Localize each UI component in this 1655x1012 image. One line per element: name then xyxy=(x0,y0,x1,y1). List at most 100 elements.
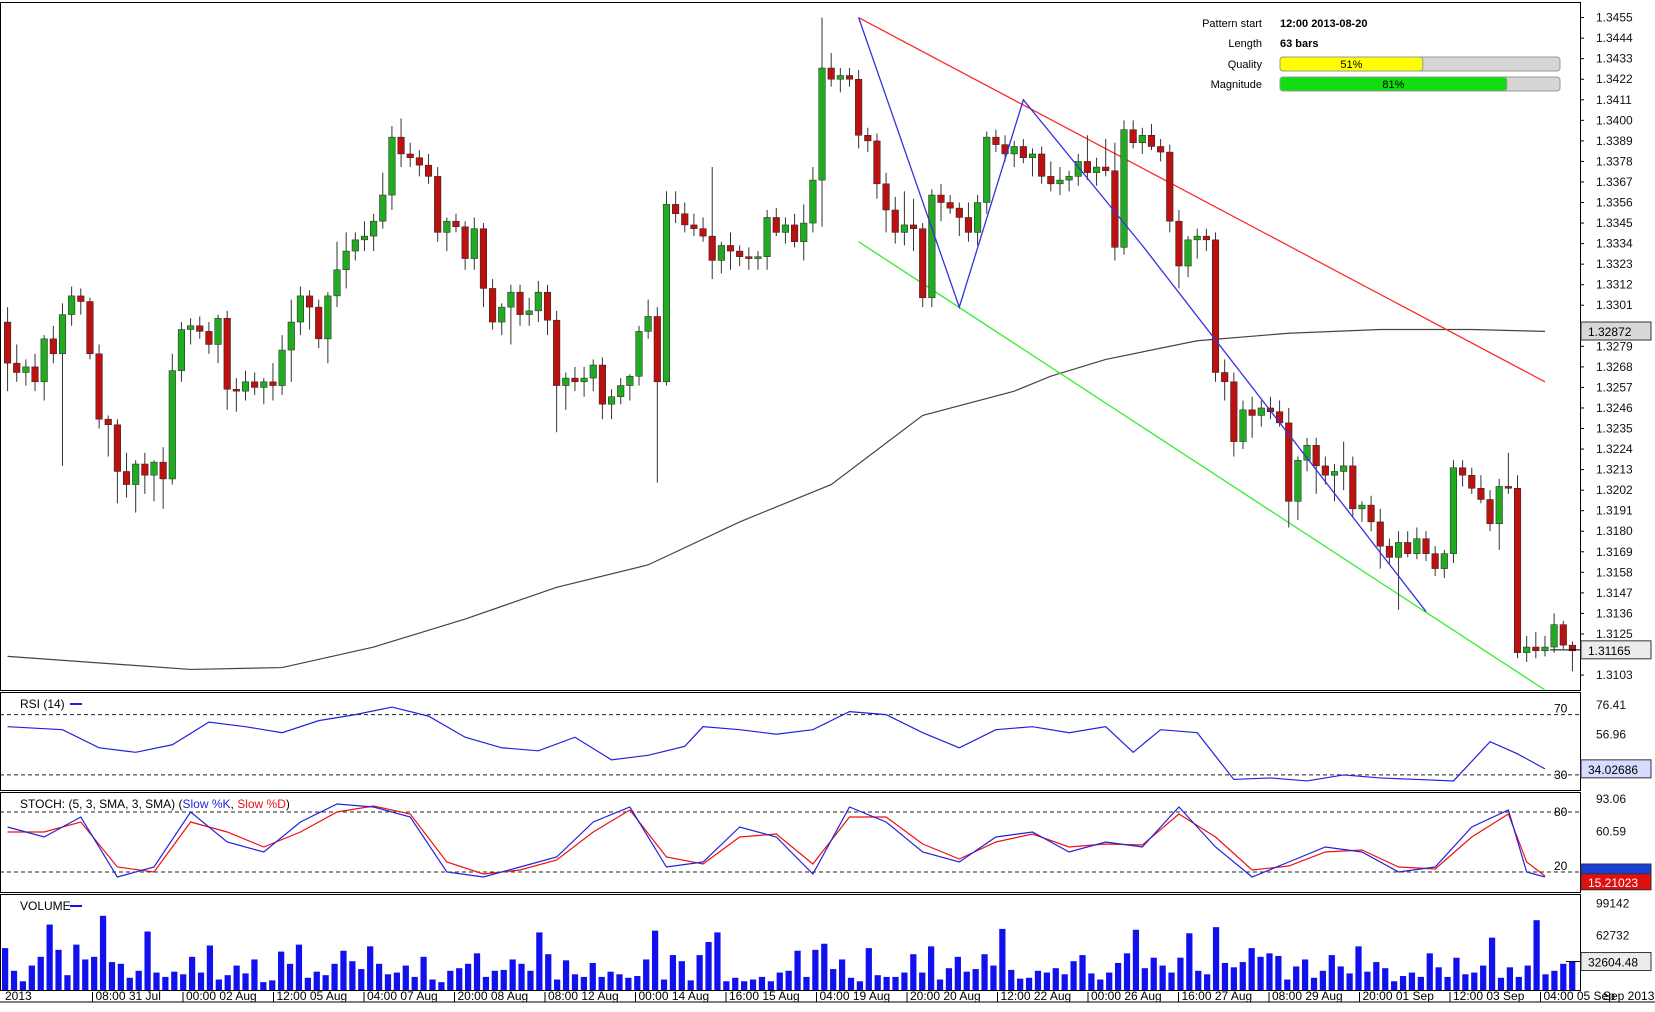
x-tick-label: 20:00 08 Aug xyxy=(458,989,529,1003)
quality-bar-fill xyxy=(1279,56,1424,72)
volume-bar xyxy=(1061,974,1068,990)
volume-bar xyxy=(1355,946,1362,990)
bearish-candle xyxy=(489,288,497,323)
volume-bar xyxy=(1399,976,1407,990)
volume-bar xyxy=(1212,927,1220,990)
bullish-candle xyxy=(763,217,771,257)
info-value: 12:00 2013-08-20 xyxy=(1280,18,1367,30)
bearish-candle xyxy=(708,235,716,261)
bullish-candle xyxy=(1257,407,1265,416)
bearish-candle xyxy=(964,217,972,233)
bullish-candle xyxy=(1010,146,1018,155)
volume-bar xyxy=(1471,972,1478,990)
volume-bar xyxy=(687,980,694,990)
x-tick-label: 00:00 14 Aug xyxy=(639,989,710,1003)
bearish-candle xyxy=(1102,166,1110,172)
price-tick-label: 1.3136 xyxy=(1596,606,1633,620)
volume-bar xyxy=(518,963,525,990)
bearish-candle xyxy=(1504,486,1512,489)
bearish-candle xyxy=(205,331,213,345)
price-tick-label: 1.3213 xyxy=(1596,463,1633,477)
last-price-badge-box xyxy=(1580,640,1652,660)
bearish-candle xyxy=(104,418,112,426)
volume-bar xyxy=(1195,970,1202,990)
bullish-candle xyxy=(333,269,341,297)
volume-bar xyxy=(126,977,133,990)
bearish-candle xyxy=(1111,170,1119,248)
volume-bar xyxy=(10,970,18,990)
volume-bar xyxy=(215,979,222,990)
volume-bar xyxy=(1497,977,1505,990)
volume-bar xyxy=(580,976,587,990)
volume-bar xyxy=(509,959,516,990)
volume-bar xyxy=(1462,974,1469,990)
bearish-candle xyxy=(891,209,899,233)
volume-bar xyxy=(527,970,534,990)
bearish-candle xyxy=(726,245,735,252)
bullish-candle xyxy=(1028,153,1037,158)
volume-bar xyxy=(375,963,383,990)
volume-bar xyxy=(447,970,454,990)
bullish-candle xyxy=(662,204,671,383)
stoch-d-box xyxy=(1580,873,1652,891)
bearish-candle xyxy=(77,295,85,302)
bullish-candle xyxy=(928,194,936,299)
bearish-candle xyxy=(736,250,744,257)
bullish-candle xyxy=(635,331,643,377)
bullish-candle xyxy=(40,338,48,383)
bullish-candle xyxy=(287,321,295,351)
volume-bar xyxy=(1480,965,1487,990)
bearish-candle xyxy=(1038,153,1046,177)
bearish-candle xyxy=(1404,542,1412,554)
bearish-candle xyxy=(1147,135,1156,147)
volume-bar xyxy=(1034,970,1042,990)
info-label: Pattern start xyxy=(1202,18,1262,30)
bearish-candle xyxy=(1559,624,1567,646)
volume-bar xyxy=(393,972,401,990)
price-tick-label: 1.3378 xyxy=(1596,154,1633,168)
bearish-candle xyxy=(1157,146,1165,153)
volume-bar xyxy=(117,963,124,990)
bearish-candle xyxy=(864,135,872,142)
stoch-k-box xyxy=(1580,863,1652,875)
bullish-candle xyxy=(974,202,982,233)
bearish-candle xyxy=(1431,553,1439,569)
volume-bar xyxy=(794,950,801,990)
bullish-candle xyxy=(644,316,652,332)
volume-bar xyxy=(28,965,35,990)
bearish-candle xyxy=(672,204,680,214)
volume-bar xyxy=(1248,948,1255,990)
bearish-candle xyxy=(4,321,12,364)
volume-bar xyxy=(1569,961,1576,990)
info-value: 63 bars xyxy=(1280,38,1319,50)
volume-bar xyxy=(206,945,214,990)
price-tick-label: 1.3125 xyxy=(1596,627,1633,641)
x-tick-label: 12:00 03 Sep xyxy=(1453,989,1525,1003)
bullish-candle xyxy=(800,222,808,242)
volume-bar xyxy=(1364,971,1371,990)
bearish-candle xyxy=(1248,409,1256,416)
bullish-candle xyxy=(214,318,222,345)
bullish-candle xyxy=(1495,486,1503,525)
bearish-candle xyxy=(1221,372,1229,383)
volume-bar xyxy=(349,961,356,990)
volume-bar xyxy=(1488,937,1496,990)
x-tick-label: 2013 xyxy=(5,989,32,1003)
stoch-tick-label: 60.59 xyxy=(1596,824,1626,838)
bullish-candle xyxy=(342,250,350,271)
bearish-candle xyxy=(1202,235,1210,241)
volume-bar xyxy=(678,961,685,990)
bullish-candle xyxy=(1330,471,1339,476)
stoch-value-badge: 15.21023 xyxy=(1588,876,1638,890)
volume-bar xyxy=(1132,929,1140,990)
bearish-candle xyxy=(49,338,57,355)
volume-bar xyxy=(981,954,988,990)
rsi-tick-label: 56.96 xyxy=(1596,727,1626,741)
bullish-candle xyxy=(168,370,176,480)
volume-value-box xyxy=(1580,952,1652,972)
x-tick-label: 08:00 12 Aug xyxy=(548,989,619,1003)
volume-bar xyxy=(1293,966,1300,990)
volume-bar xyxy=(812,949,819,990)
bullish-candle xyxy=(187,325,195,330)
volume-bar xyxy=(1106,972,1113,990)
